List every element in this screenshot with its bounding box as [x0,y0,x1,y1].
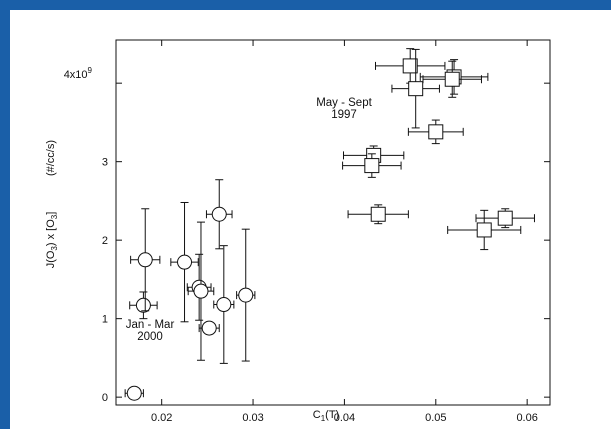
square-point [374,48,446,84]
y-top-tick-label: 4x109 [64,66,93,81]
series-annotation: May - Sept [316,97,372,109]
square-marker [428,124,444,140]
plot-area [115,39,551,406]
data-points [124,48,535,401]
x-tick-label: 0.05 [425,412,446,424]
series-annotation: Jan - Mar [126,319,175,331]
square-point [391,48,440,129]
y-tick-label: 0 [102,392,108,404]
square-marker [364,158,380,174]
series-annotation: 2000 [137,331,163,343]
square-marker [476,222,492,238]
figure-frame: 0.02 0.03 0.04 0.05 0.06 0 1 2 3 Jan - Mar 2000 Ma… [10,10,611,429]
circle-marker [201,320,217,336]
circle-point [213,245,235,364]
square-marker [444,71,460,87]
square-point [422,60,482,98]
y-axis-units: (#/cc/s) [45,140,57,176]
square-point [447,209,522,251]
circle-marker [137,252,153,268]
circle-point [205,179,233,250]
x-tick-label: 0.03 [242,412,263,424]
x-tick-label: 0.06 [516,412,537,424]
square-marker [402,58,418,74]
y-tick-label: 1 [102,314,108,326]
circle-point [130,208,161,312]
square-point [347,204,409,225]
circle-marker [238,287,254,303]
circle-point [170,201,199,323]
circle-marker [135,297,151,313]
circle-point [236,228,256,362]
square-marker [497,210,513,226]
series-annotation: 1997 [331,109,357,121]
square-marker [370,206,386,222]
circle-marker [216,297,232,313]
circle-point [129,291,158,320]
circle-point [124,385,144,401]
circle-point [187,221,215,361]
circle-point [198,320,220,336]
x-tick-label: 0.02 [151,412,172,424]
circle-marker [193,283,209,299]
y-tick-label: 3 [102,157,108,169]
square-point [407,119,464,145]
square-marker [408,81,424,97]
circle-marker [126,385,142,401]
square-point [342,153,402,178]
y-tick-label: 2 [102,235,108,247]
circle-marker [177,254,193,270]
square-point [475,208,535,229]
x-tick-label: 0.04 [334,412,355,424]
axis-ticks: 0.02 0.03 0.04 0.05 0.06 0 1 2 3 [102,40,550,424]
y-axis-label: J(O3) x [O3] [45,212,59,269]
x-axis-label: C1(T) [313,409,339,423]
circle-marker [211,206,227,222]
